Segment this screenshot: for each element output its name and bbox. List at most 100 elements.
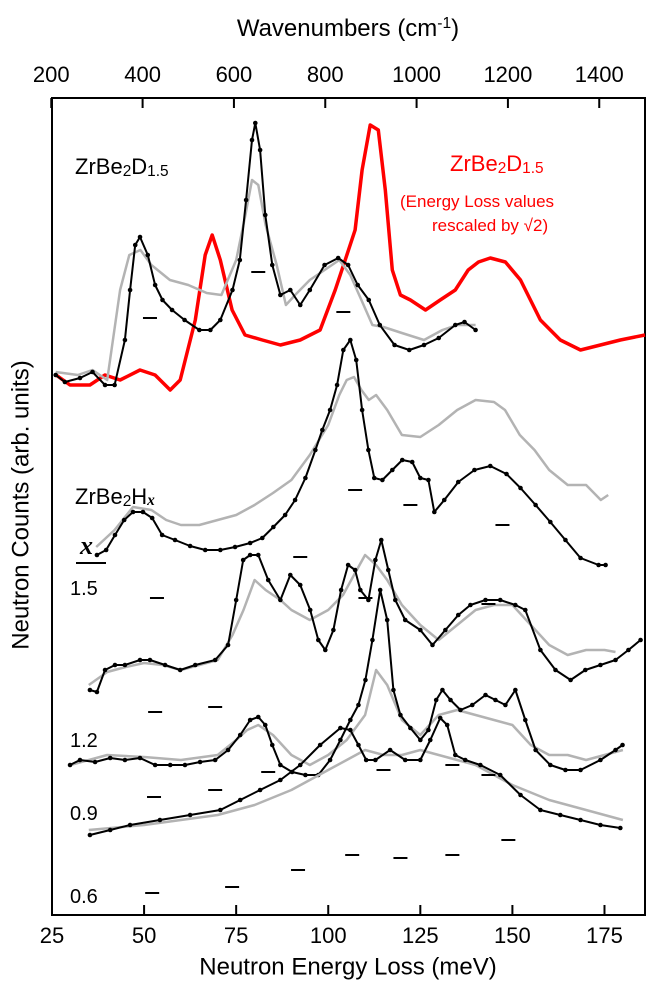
data-point: [387, 747, 393, 753]
data-point: [237, 797, 243, 803]
data-point: [182, 317, 187, 323]
text-run: x: [79, 531, 93, 560]
data-point: [102, 667, 108, 673]
x-tick-label: 75: [224, 923, 248, 948]
data-point: [384, 617, 390, 623]
data-point: [327, 757, 333, 763]
data-point: [448, 697, 453, 703]
data-point: [366, 447, 371, 453]
data-point: [353, 357, 359, 363]
data-point: [497, 772, 503, 778]
data-point: [67, 762, 73, 768]
data-point: [518, 792, 523, 798]
data-point: [297, 582, 303, 588]
data-point: [225, 747, 231, 753]
data-point: [458, 707, 463, 713]
data-point: [341, 347, 346, 353]
data-point: [513, 687, 518, 693]
data-point: [338, 587, 344, 593]
data-point: [418, 757, 423, 763]
data-point: [288, 287, 293, 293]
data-point: [218, 547, 223, 553]
data-point: [269, 262, 275, 268]
data-point: [247, 717, 253, 723]
text-run: 1.5: [522, 160, 543, 177]
data-point: [518, 485, 523, 491]
x-tick-label: 150: [494, 923, 531, 948]
data-point: [303, 772, 308, 778]
text-run: 0.9: [70, 803, 98, 825]
data-point: [297, 302, 303, 308]
data-point: [247, 552, 253, 558]
data-point: [598, 662, 603, 668]
data-point: [563, 767, 568, 773]
text-run: ZrBe: [450, 151, 498, 176]
data-point: [533, 747, 538, 753]
data-point: [399, 457, 405, 463]
x-axis-label: Neutron Energy Loss (meV): [199, 953, 496, 980]
data-point: [430, 642, 435, 648]
data-point: [421, 342, 427, 348]
data-point: [147, 657, 153, 663]
data-point: [598, 757, 603, 763]
data-point: [468, 602, 473, 608]
data-point: [538, 647, 543, 653]
text-run: ZrBe: [75, 484, 123, 509]
data-point: [255, 552, 261, 558]
data-point: [578, 555, 583, 561]
spectrum-line: [55, 123, 646, 392]
data-point: [87, 832, 93, 838]
data-point: [112, 382, 117, 388]
data-point: [192, 662, 198, 668]
data-point: [373, 557, 378, 563]
data-point: [278, 292, 283, 298]
data-point: [137, 234, 143, 240]
data-point: [232, 544, 238, 550]
x2-tick-label: 1000: [392, 62, 441, 87]
data-point: [392, 342, 397, 348]
data-point: [390, 467, 395, 473]
data-point: [418, 627, 423, 633]
data-point: [363, 677, 368, 683]
data-point: [548, 519, 553, 525]
data-point: [455, 612, 461, 618]
data-point: [331, 627, 336, 633]
text-run: ZrBe: [75, 154, 123, 179]
text-run: 2: [123, 163, 132, 180]
data-point: [426, 477, 431, 483]
data-point: [130, 509, 136, 515]
data-point: [378, 537, 384, 543]
data-point: [182, 762, 188, 768]
data-point: [322, 262, 327, 268]
data-point: [406, 347, 412, 353]
text-run: 1.5: [70, 578, 98, 600]
data-point: [122, 662, 128, 668]
data-point: [355, 282, 361, 288]
data-point: [373, 757, 378, 763]
spectrum-line: [95, 375, 609, 548]
data-point: [107, 827, 113, 833]
data-point: [437, 715, 443, 721]
data-point: [320, 427, 325, 433]
data-point: [444, 722, 450, 728]
data-point: [504, 471, 509, 477]
data-point: [149, 515, 155, 521]
text-run: x: [146, 492, 155, 509]
data-point: [433, 697, 439, 703]
data-point: [90, 369, 95, 375]
data-point: [440, 687, 445, 693]
data-point: [313, 447, 318, 453]
spectrum-line: [70, 668, 624, 767]
data-point: [249, 137, 255, 143]
annotation: 0.9: [70, 803, 98, 825]
data-point: [553, 667, 558, 673]
data-point: [127, 287, 133, 293]
data-point: [103, 547, 109, 553]
data-point: [197, 759, 203, 765]
data-point: [233, 597, 239, 603]
data-point: [208, 327, 213, 333]
x2-tick-label: 800: [307, 62, 344, 87]
data-point: [596, 562, 601, 568]
data-point: [335, 255, 341, 261]
